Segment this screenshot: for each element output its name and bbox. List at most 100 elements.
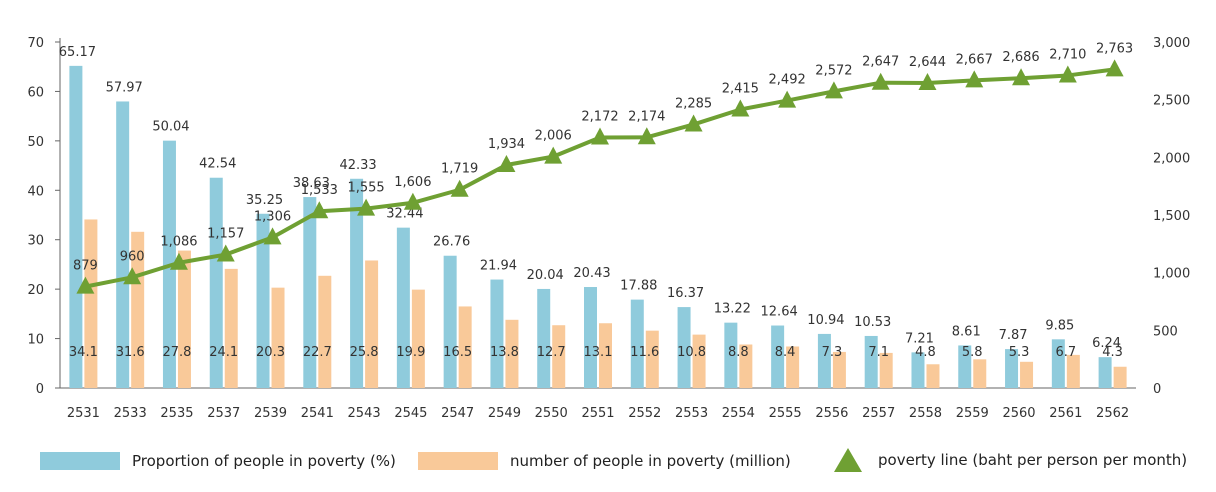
data-label-percent: 7.87 — [999, 328, 1028, 343]
x-tick-label: 2561 — [1049, 406, 1082, 421]
data-label-percent: 10.53 — [854, 315, 891, 330]
x-tick-label: 2551 — [581, 406, 614, 421]
poverty-line-marker — [310, 201, 329, 219]
x-tick-label: 2555 — [769, 406, 802, 421]
right-tick-label: 3,000 — [1153, 36, 1190, 51]
bar-number — [177, 250, 191, 388]
bar-percent — [1051, 339, 1065, 388]
data-label-number: 5.8 — [962, 345, 983, 360]
x-tick-label: 2557 — [862, 406, 895, 421]
data-label-number: 34.1 — [69, 345, 98, 360]
bar-percent — [630, 299, 644, 388]
legend-label-poverty-line: poverty line (baht per person per month) — [878, 451, 1188, 469]
legend: Proportion of people in poverty (%) numb… — [0, 444, 1216, 484]
data-label-poverty-line: 2,174 — [628, 109, 665, 124]
right-tick-label: 2,500 — [1153, 94, 1190, 109]
data-label-percent: 10.94 — [807, 313, 844, 328]
legend-swatch-percent — [40, 452, 120, 470]
data-label-poverty-line: 2,763 — [1096, 41, 1133, 56]
data-label-poverty-line: 2,647 — [862, 55, 899, 70]
bar-number — [365, 260, 379, 388]
poverty-line-marker — [1058, 65, 1077, 83]
data-label-percent: 16.37 — [667, 286, 704, 301]
bar-number — [224, 268, 238, 388]
data-label-number: 10.8 — [677, 345, 706, 360]
data-label-percent: 42.54 — [199, 157, 236, 172]
x-tick-label: 2549 — [488, 406, 521, 421]
bar-number — [318, 275, 332, 388]
data-label-number: 8.4 — [775, 345, 796, 360]
data-label-percent: 26.76 — [433, 235, 470, 250]
data-label-poverty-line: 1,934 — [488, 137, 525, 152]
data-label-percent: 20.43 — [573, 266, 610, 281]
poverty-line-marker — [871, 72, 890, 90]
legend-swatch-number — [418, 452, 498, 470]
x-tick-label: 2535 — [160, 406, 193, 421]
data-label-number: 4.3 — [1102, 345, 1123, 360]
right-tick-label: 500 — [1153, 324, 1178, 339]
data-label-poverty-line: 1,719 — [441, 162, 478, 177]
x-tick-label: 2552 — [628, 406, 661, 421]
poverty-line-marker — [965, 70, 984, 88]
data-label-number: 5.3 — [1009, 345, 1030, 360]
x-tick-label: 2556 — [815, 406, 848, 421]
data-label-number: 13.8 — [490, 345, 519, 360]
data-label-percent: 38.63 — [293, 176, 330, 191]
data-label-poverty-line: 2,285 — [675, 96, 712, 111]
data-label-poverty-line: 2,686 — [1002, 50, 1039, 65]
legend-item-percent: Proportion of people in poverty (%) — [40, 452, 396, 470]
poverty-line-marker — [544, 146, 563, 164]
legend-item-poverty-line: poverty line (baht per person per month) — [834, 448, 1187, 472]
data-label-number: 12.7 — [537, 345, 566, 360]
poverty-line-marker — [824, 81, 843, 99]
data-label-number: 22.7 — [303, 345, 332, 360]
x-tick-label: 2550 — [535, 406, 568, 421]
bar-number — [458, 306, 472, 388]
left-tick-label: 50 — [27, 135, 44, 150]
bar-number — [1066, 354, 1080, 388]
bar-percent — [490, 279, 504, 388]
data-label-poverty-line: 2,172 — [581, 109, 618, 124]
bar-percent — [69, 65, 83, 389]
left-tick-label: 0 — [36, 382, 44, 397]
data-label-percent: 17.88 — [620, 279, 657, 294]
poverty-line-marker — [123, 267, 142, 285]
left-tick-label: 60 — [27, 85, 44, 100]
bar-percent — [209, 177, 223, 388]
data-label-number: 8.8 — [728, 345, 749, 360]
data-label-poverty-line: 1,606 — [394, 175, 431, 190]
bar-number — [645, 330, 659, 388]
bar-number — [411, 289, 425, 388]
poverty-line — [84, 67, 1115, 289]
bar-number — [973, 359, 987, 388]
poverty-line-marker — [497, 154, 516, 172]
data-label-poverty-line: 1,555 — [347, 181, 384, 196]
bar-percent — [958, 345, 972, 388]
poverty-line-marker — [216, 244, 235, 262]
poverty-line-marker — [1012, 68, 1031, 86]
x-tick-label: 2560 — [1002, 406, 1035, 421]
x-tick-label: 2537 — [207, 406, 240, 421]
bar-number — [832, 351, 846, 388]
poverty-line-marker — [637, 127, 656, 145]
left-tick-label: 30 — [27, 234, 44, 249]
data-label-poverty-line: 1,306 — [254, 209, 291, 224]
data-label-number: 6.7 — [1055, 345, 1076, 360]
data-label-percent: 20.04 — [527, 268, 564, 283]
x-tick-label: 2558 — [909, 406, 942, 421]
bar-number — [926, 364, 940, 388]
poverty-line-marker — [169, 252, 188, 270]
legend-item-number: number of people in poverty (million) — [418, 452, 791, 470]
poverty-line-marker — [357, 198, 376, 216]
x-tick-label: 2547 — [441, 406, 474, 421]
right-tick-label: 0 — [1153, 382, 1161, 397]
poverty-line-marker — [1105, 59, 1124, 77]
bar-percent — [1098, 357, 1112, 388]
x-tick-label: 2531 — [67, 406, 100, 421]
bar-percent — [256, 213, 270, 388]
data-label-poverty-line: 2,710 — [1049, 47, 1086, 62]
data-label-percent: 21.94 — [480, 259, 517, 274]
data-label-number: 31.6 — [116, 345, 145, 360]
triangle-icon — [834, 448, 862, 472]
bar-percent — [724, 322, 738, 388]
